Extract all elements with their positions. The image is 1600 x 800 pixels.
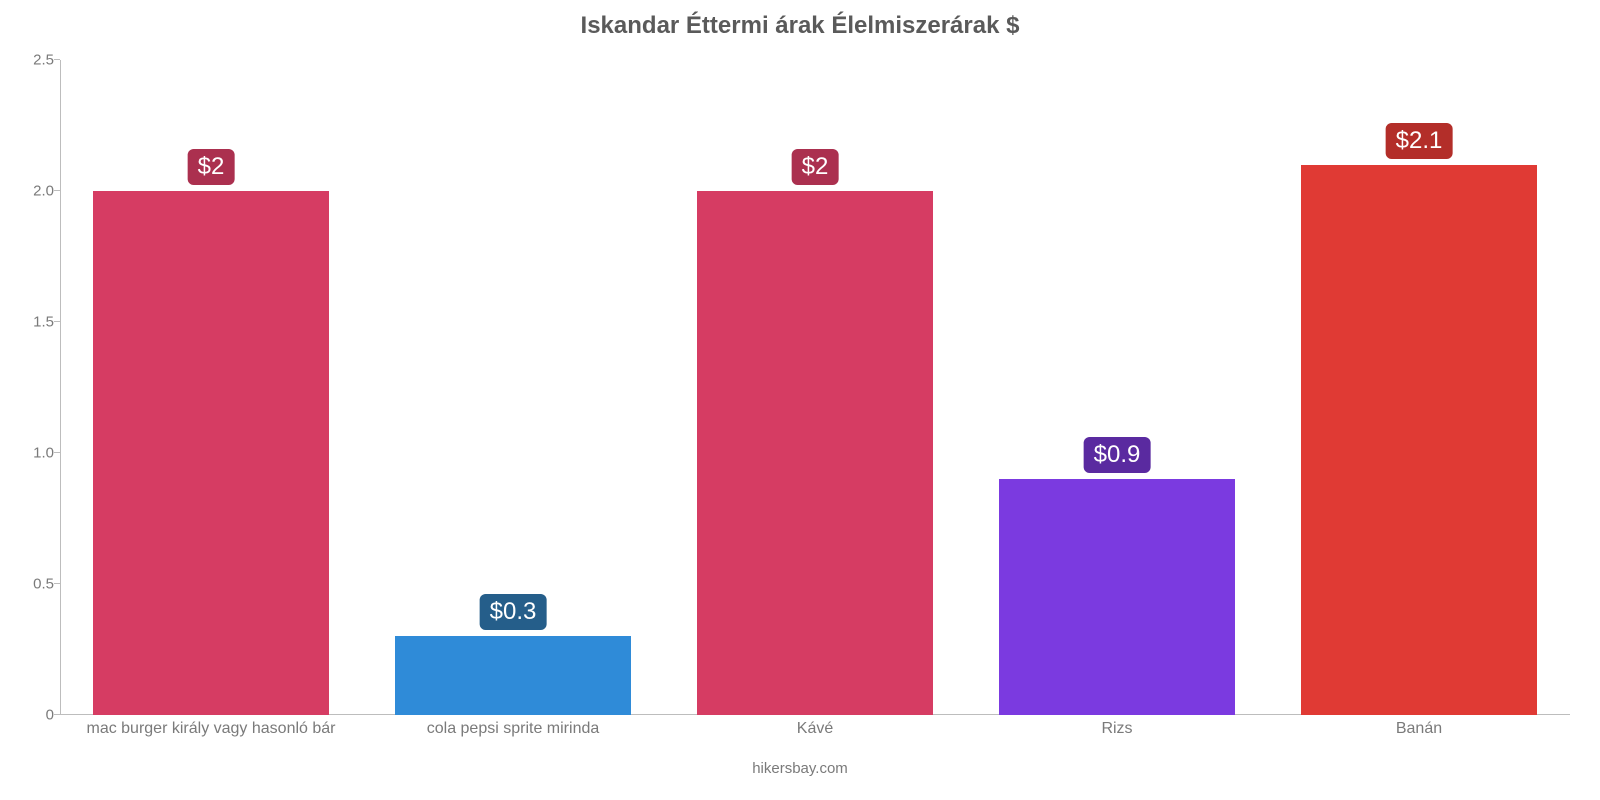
attribution-text: hikersbay.com bbox=[0, 760, 1600, 777]
x-labels: mac burger király vagy hasonló bárcola p… bbox=[60, 720, 1570, 738]
bar: $2 bbox=[697, 191, 933, 715]
y-tick-label: 2.0 bbox=[18, 183, 54, 200]
bar-value-badge: $0.9 bbox=[1084, 437, 1151, 473]
bars-container: $2 $0.3 $2 $0.9 $2.1 bbox=[60, 60, 1570, 715]
bar-slot: $2 bbox=[664, 60, 966, 715]
bar: $2.1 bbox=[1301, 165, 1537, 715]
plot-area: 00.51.01.52.02.5 $2$0.3$2$0.9$2.1 bbox=[60, 60, 1570, 715]
y-tick-label: 1.5 bbox=[18, 314, 54, 331]
bar-value-badge: $2 bbox=[792, 149, 839, 185]
x-axis-label: Rizs bbox=[966, 720, 1268, 738]
y-tick-label: 1.0 bbox=[18, 445, 54, 462]
bar-slot: $2.1 bbox=[1268, 60, 1570, 715]
x-axis-label: Banán bbox=[1268, 720, 1570, 738]
y-tick-label: 0 bbox=[18, 707, 54, 724]
chart-title: Iskandar Éttermi árak Élelmiszerárak $ bbox=[0, 12, 1600, 40]
bar-value-badge: $0.3 bbox=[480, 594, 547, 630]
x-axis-label: cola pepsi sprite mirinda bbox=[362, 720, 664, 738]
x-axis-label: Kávé bbox=[664, 720, 966, 738]
bar: $2 bbox=[93, 191, 329, 715]
bar-value-badge: $2 bbox=[188, 149, 235, 185]
bar: $0.3 bbox=[395, 636, 631, 715]
bar: $0.9 bbox=[999, 479, 1235, 715]
bar-slot: $2 bbox=[60, 60, 362, 715]
y-tick-label: 2.5 bbox=[18, 52, 54, 69]
bar-slot: $0.9 bbox=[966, 60, 1268, 715]
bar-value-badge: $2.1 bbox=[1386, 123, 1453, 159]
price-bar-chart: Iskandar Éttermi árak Élelmiszerárak $ 0… bbox=[0, 0, 1600, 800]
x-axis-label: mac burger király vagy hasonló bár bbox=[60, 720, 362, 738]
y-tick-label: 0.5 bbox=[18, 576, 54, 593]
bar-slot: $0.3 bbox=[362, 60, 664, 715]
